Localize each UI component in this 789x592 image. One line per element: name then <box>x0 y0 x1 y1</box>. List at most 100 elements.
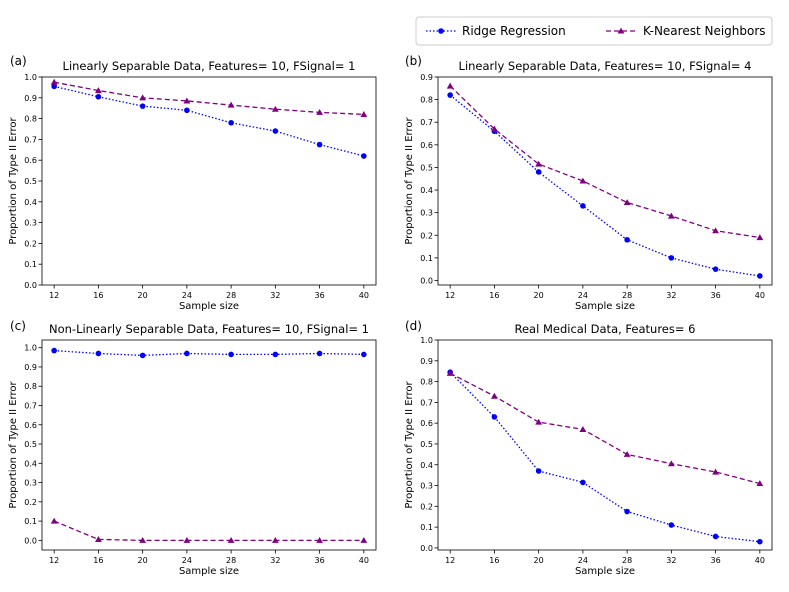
data-point-circle <box>272 351 279 358</box>
axes-frame <box>41 76 377 286</box>
x-tick-label: 40 <box>359 556 369 565</box>
data-point-circle <box>668 522 675 528</box>
legend-label: Ridge Regression <box>462 24 566 38</box>
x-tick-label: 16 <box>489 556 499 565</box>
data-point-circle <box>316 141 323 148</box>
y-tick-label: 0.9 <box>24 94 37 103</box>
data-point-triangle <box>227 536 235 543</box>
y-tick-label: 1.0 <box>24 73 37 82</box>
data-point-circle <box>361 351 367 358</box>
legend-box <box>415 16 773 46</box>
legend-label: K-Nearest Neighbors <box>643 24 766 38</box>
data-point-triangle <box>50 517 58 524</box>
data-point-circle <box>447 92 453 98</box>
x-tick-label: 36 <box>711 556 721 565</box>
y-tick-label: 0.6 <box>420 419 433 428</box>
data-point-circle <box>580 203 586 209</box>
x-tick-label: 12 <box>445 291 455 300</box>
panel-title: Real Medical Data, Features= 6 <box>515 322 696 336</box>
x-tick-label: 40 <box>755 291 765 300</box>
x-tick-label: 20 <box>534 291 544 300</box>
y-tick-label: 0.6 <box>420 141 433 150</box>
x-tick-label: 20 <box>534 556 544 565</box>
series-line-k-nearest-neighbors <box>54 81 364 116</box>
data-point-circle <box>316 350 323 357</box>
data-point-triangle <box>712 227 719 234</box>
y-tick-label: 1.0 <box>420 336 433 345</box>
y-tick-label: 0.4 <box>420 461 433 470</box>
y-tick-label: 0.7 <box>24 402 37 411</box>
data-point-circle <box>668 255 675 261</box>
y-tick-label: 0.4 <box>420 186 433 195</box>
y-tick-label: 0.6 <box>24 421 37 430</box>
y-tick-label: 0.7 <box>420 118 433 127</box>
data-point-circle <box>95 350 102 357</box>
data-point-triangle <box>756 234 764 241</box>
y-tick-label: 1.0 <box>24 344 37 353</box>
data-point-circle <box>139 352 146 359</box>
data-point-triangle <box>50 78 58 85</box>
data-point-circle <box>184 107 190 114</box>
data-point-triangle <box>316 536 323 543</box>
data-point-triangle <box>667 212 675 219</box>
x-tick-label: 28 <box>622 291 632 300</box>
x-tick-label: 20 <box>138 556 148 565</box>
series-line-ridge-regression <box>54 85 364 157</box>
x-tick-label: 16 <box>489 291 499 300</box>
x-tick-label: 32 <box>666 556 676 565</box>
data-point-triangle <box>139 94 147 101</box>
x-tick-label: 40 <box>755 556 765 565</box>
data-point-circle <box>580 479 586 486</box>
x-tick-label: 16 <box>93 291 103 300</box>
data-point-circle <box>624 236 630 243</box>
y-tick-label: 0.1 <box>24 260 37 269</box>
data-point-triangle <box>491 125 498 132</box>
y-axis-label: Proportion of Type II Error <box>8 117 19 245</box>
x-tick-label: 28 <box>622 556 632 565</box>
data-point-triangle <box>95 87 102 94</box>
data-point-circle <box>95 93 102 100</box>
data-point-triangle <box>446 82 454 89</box>
data-point-triangle <box>227 101 235 108</box>
x-tick-label: 36 <box>711 291 721 300</box>
data-point-circle <box>491 414 498 420</box>
data-point-triangle <box>623 450 631 457</box>
data-point-triangle <box>95 536 102 542</box>
series-line-ridge-regression <box>449 371 760 543</box>
y-tick-label: 0.8 <box>24 115 37 124</box>
y-tick-label: 0.1 <box>420 523 433 532</box>
data-point-circle <box>51 347 57 354</box>
x-tick-label: 12 <box>49 291 59 300</box>
data-point-circle <box>272 128 279 134</box>
data-point-triangle <box>360 111 368 117</box>
panel-label: (c) <box>10 319 26 333</box>
x-axis-label: Sample size <box>179 566 239 577</box>
data-point-circle <box>757 538 763 545</box>
y-tick-label: 0.3 <box>420 209 433 218</box>
y-tick-label: 0.9 <box>420 357 433 366</box>
data-point-triangle <box>623 199 631 206</box>
y-tick-label: 0.7 <box>420 398 433 407</box>
y-tick-label: 0.5 <box>24 177 37 186</box>
y-tick-label: 0.3 <box>420 482 433 491</box>
y-tick-label: 0.8 <box>24 382 37 391</box>
panel-title: Linearly Separable Data, Features= 10, F… <box>459 59 752 73</box>
chart-panel-1: (a) Linearly Separable Data, Features= 10… <box>8 54 377 312</box>
y-tick-label: 0.8 <box>420 96 433 105</box>
legend: Ridge Regression K-Nearest Neighbors <box>415 16 773 46</box>
data-point-circle <box>624 508 630 515</box>
y-tick-label: 0.5 <box>420 163 433 172</box>
panel-label: (d) <box>405 319 422 333</box>
y-tick-label: 0.0 <box>24 281 37 290</box>
data-point-circle <box>228 351 234 358</box>
panel-title: Non-Linearly Separable Data, Features= 1… <box>49 322 369 336</box>
series-line-k-nearest-neighbors <box>53 520 364 542</box>
x-tick-label: 32 <box>270 556 280 565</box>
y-tick-label: 0.0 <box>420 544 433 553</box>
data-point-circle <box>228 119 234 126</box>
y-axis-label: Proportion of Type II Error <box>404 117 415 245</box>
y-tick-label: 0.2 <box>24 239 37 248</box>
axes-frame <box>41 339 377 551</box>
x-tick-label: 12 <box>49 556 59 565</box>
